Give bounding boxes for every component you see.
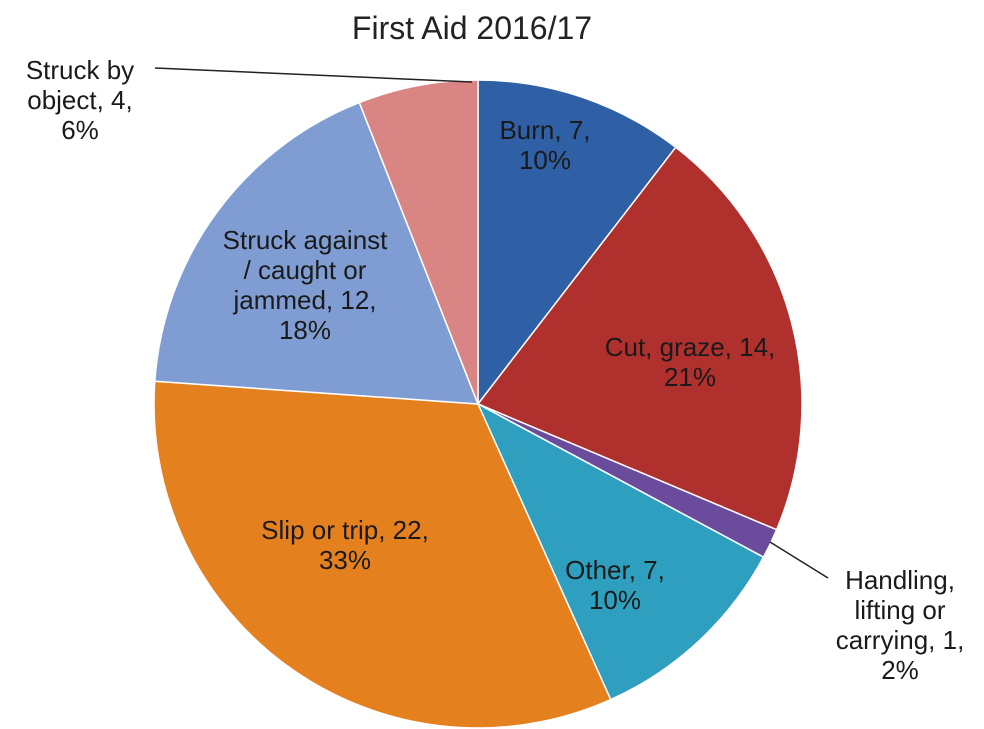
slice-label: Burn, 7, 10% [499,115,591,175]
slice-label: Slip or trip, 22, 33% [261,515,429,575]
pie-slice [358,79,479,405]
leader-line [769,541,829,579]
pie-slice [476,402,765,701]
slice-label: Struck against / caught or jammed, 12, 1… [222,225,388,345]
chart-title: First Aid 2016/17 [351,10,593,46]
slice-label: Struck by object, 4, 6% [25,55,135,145]
slice-label: Handling, lifting or carrying, 1, 2% [835,565,965,685]
pie-slice [476,146,803,531]
pie-slice [153,101,480,405]
slice-label: Cut, graze, 14, 21% [604,332,776,392]
slice-label: Other, 7, 10% [565,555,665,615]
pie-slice [477,79,677,407]
leader-line [154,67,473,83]
pie-slice [153,380,612,729]
